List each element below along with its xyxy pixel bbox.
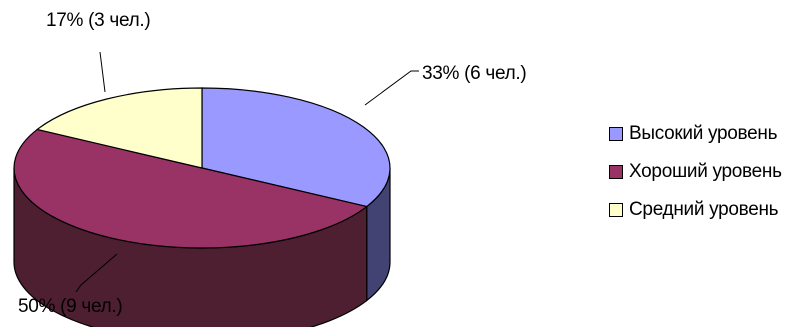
legend-item-medium: Средний уровень bbox=[609, 197, 782, 223]
legend-swatch-good bbox=[609, 165, 623, 179]
leader-line-high bbox=[364, 70, 419, 106]
pie-slice-medium bbox=[35, 87, 203, 169]
legend-label-good: Хороший уровень bbox=[629, 161, 782, 182]
legend-swatch-medium bbox=[609, 203, 623, 217]
pie-tops bbox=[13, 87, 391, 249]
legend: Высокий уровень Хороший уровень Средний … bbox=[609, 121, 782, 235]
legend-label-medium: Средний уровень bbox=[629, 199, 779, 220]
data-label-medium: 17% (3 чел.) bbox=[46, 10, 150, 31]
pie-slice-high bbox=[201, 87, 391, 208]
legend-label-high: Высокий уровень bbox=[629, 123, 778, 144]
legend-item-high: Высокий уровень bbox=[609, 121, 782, 147]
pie-slice-good bbox=[13, 128, 369, 249]
data-labels: 33% (6 чел.) 50% (9 чел.) 17% (3 чел.) bbox=[18, 10, 527, 317]
leader-line-medium bbox=[99, 51, 106, 93]
legend-swatch-high bbox=[609, 127, 623, 141]
legend-item-good: Хороший уровень bbox=[609, 159, 782, 185]
leader-line-good bbox=[75, 253, 118, 293]
data-label-high: 33% (6 чел.) bbox=[422, 63, 526, 84]
data-label-good: 50% (9 чел.) bbox=[18, 296, 122, 317]
